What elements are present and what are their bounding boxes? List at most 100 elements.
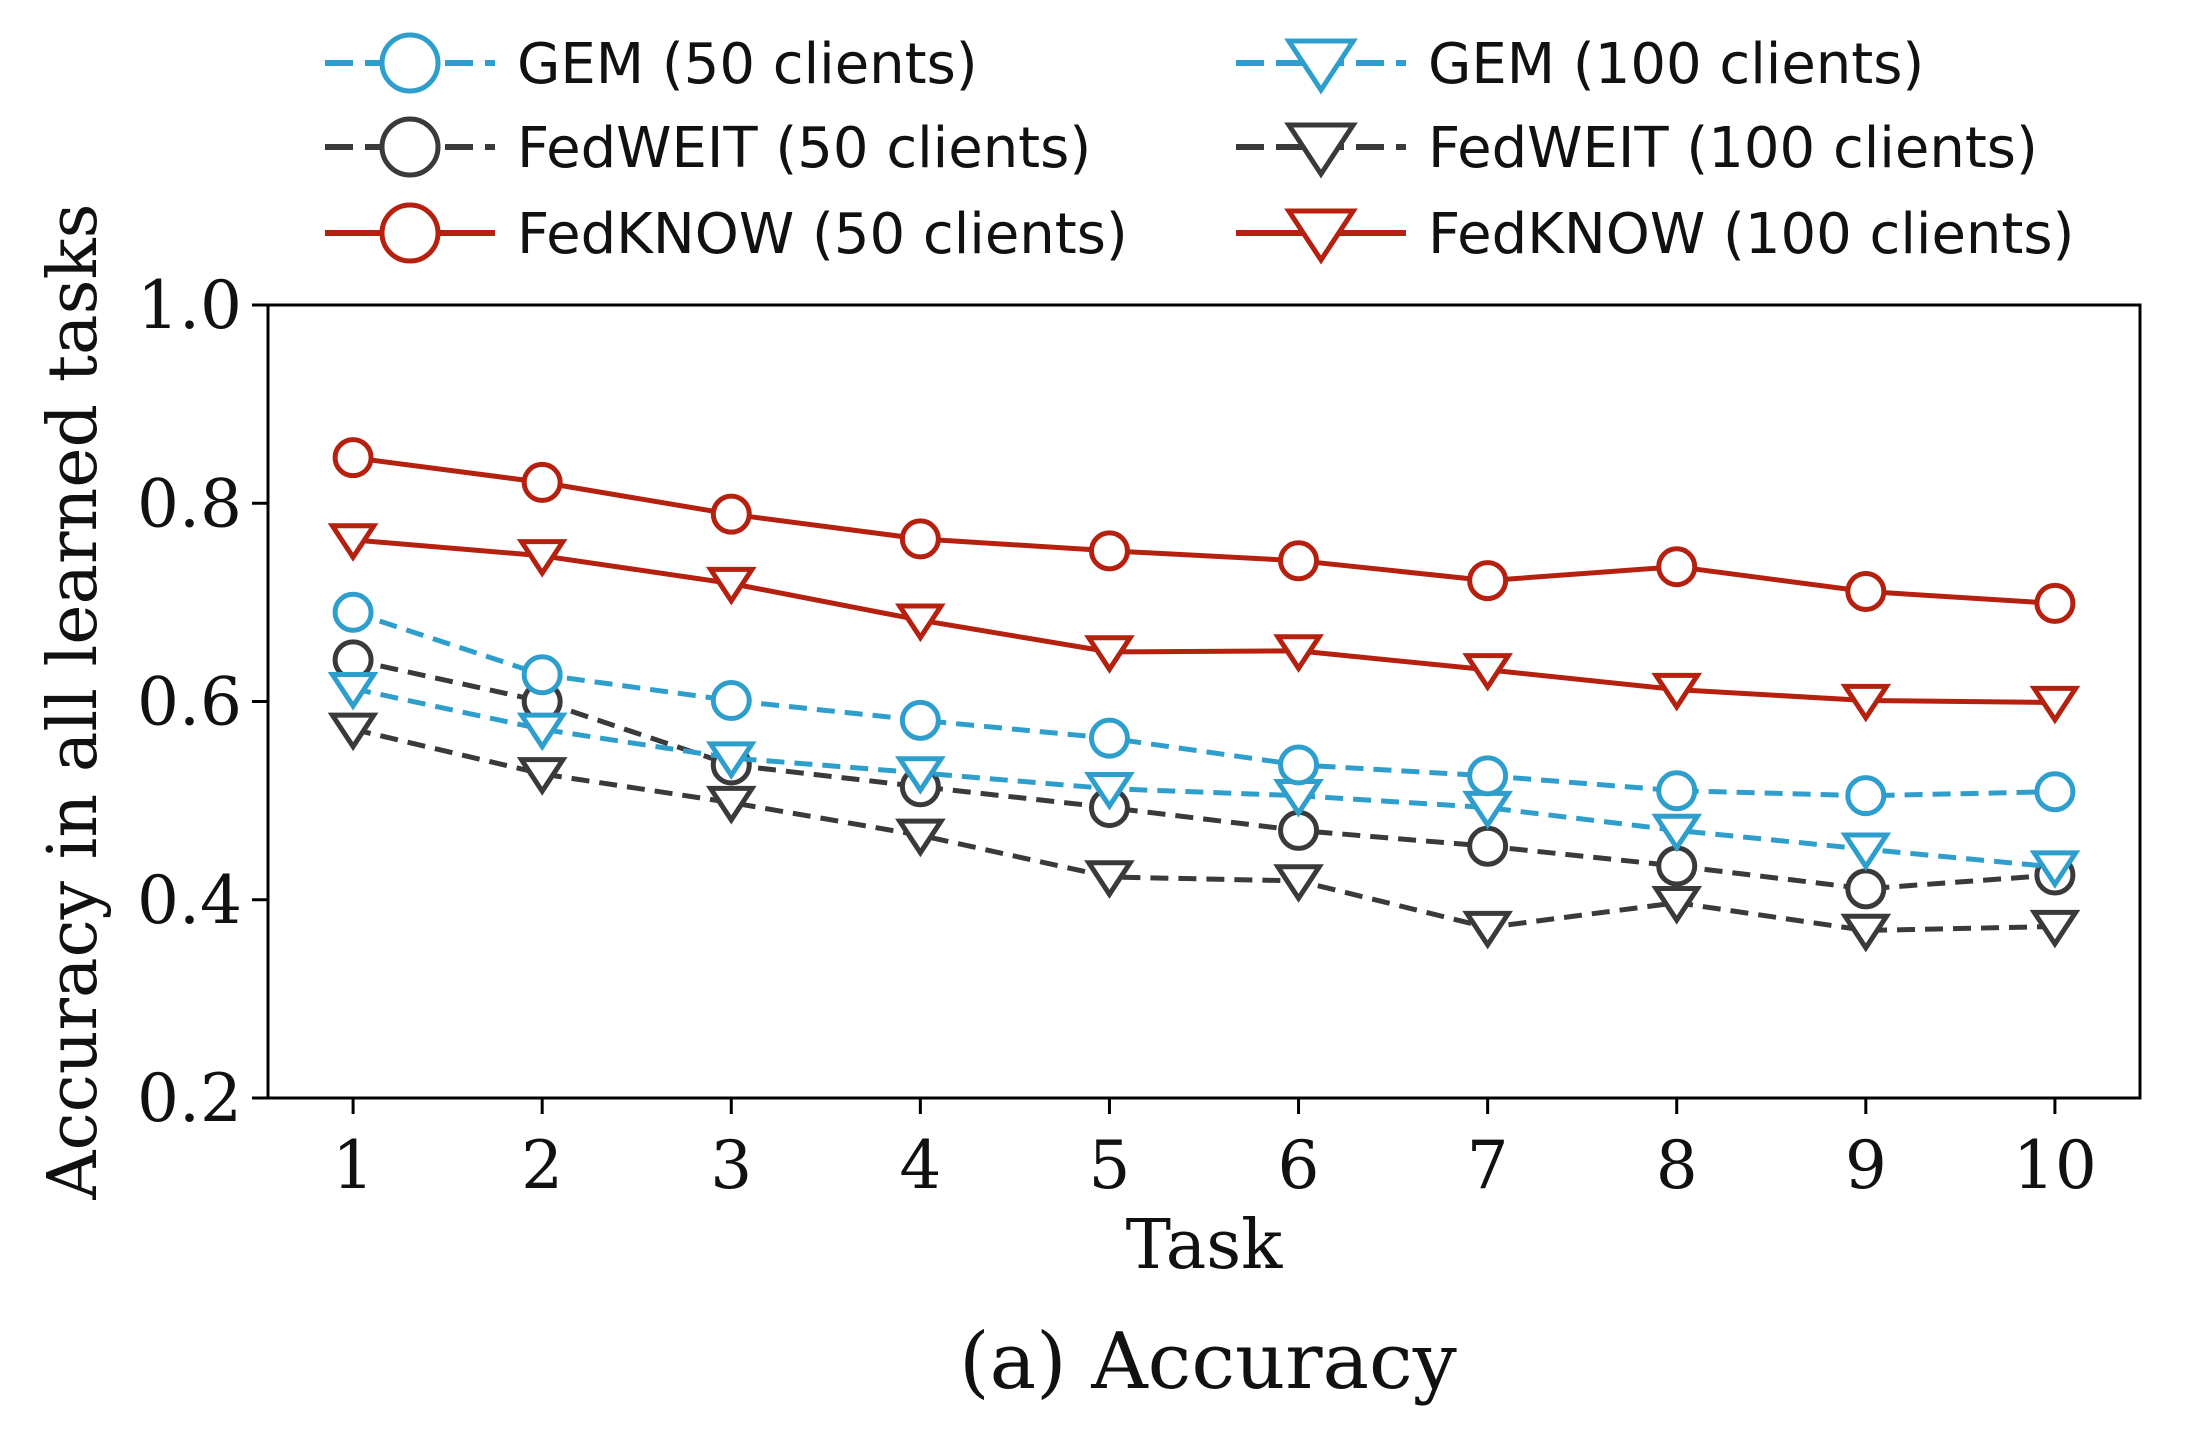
legend-entry: GEM (50 clients)	[325, 32, 978, 97]
series-layer	[327, 437, 2081, 953]
triangle-down-marker	[895, 756, 946, 795]
circle-marker	[1278, 809, 1320, 851]
series-5	[327, 523, 2081, 725]
circle-marker	[1656, 845, 1698, 887]
series-1	[327, 671, 2081, 889]
y-tick-label: 0.2	[137, 1060, 242, 1137]
legend-entry: GEM (100 clients)	[1236, 32, 1924, 97]
triangle-down-marker	[705, 566, 757, 606]
triangle-down-marker	[1084, 772, 1135, 811]
axis-ticks: 1 2 3 4 5 6 7 8 9 10 0.2 0.4 0.6 0.8 1.0	[137, 267, 2097, 1204]
series-line	[352, 657, 2056, 892]
triangle-down-marker	[1284, 38, 1358, 95]
triangle-down-marker	[1284, 122, 1358, 179]
circle-marker	[710, 680, 752, 722]
triangle-down-marker	[327, 523, 379, 562]
circle-marker	[1845, 868, 1887, 910]
circle-marker	[1088, 530, 1130, 572]
y-tick-label: 0.8	[137, 465, 242, 542]
circle-marker	[1467, 825, 1509, 867]
x-tick-label: 1	[332, 1127, 374, 1204]
circle-marker	[332, 591, 374, 633]
legend-label: GEM (100 clients)	[1428, 32, 1924, 97]
circle-marker	[1845, 775, 1887, 817]
triangle-down-marker	[1840, 832, 1892, 872]
triangle-down-marker	[1462, 910, 1513, 950]
circle-marker	[2034, 771, 2076, 813]
y-tick-label: 1.0	[137, 267, 242, 344]
circle-marker	[1656, 770, 1698, 812]
x-tick-label: 2	[521, 1127, 563, 1204]
circle-marker	[1467, 755, 1509, 797]
circle-marker	[899, 699, 941, 741]
circle-marker	[899, 518, 941, 560]
triangle-down-marker	[2029, 850, 2081, 889]
legend: GEM (50 clients) FedWEIT (50 clients) FedK…	[325, 32, 2074, 267]
series-line	[352, 455, 2056, 606]
series-line	[352, 609, 2055, 799]
triangle-down-marker	[1840, 683, 1892, 723]
circle-marker	[1467, 560, 1509, 602]
triangle-down-marker	[2029, 685, 2081, 725]
circle-marker	[521, 461, 563, 503]
x-tick-label: 10	[2013, 1127, 2097, 1204]
triangle-down-marker	[705, 785, 757, 825]
circle-marker	[521, 654, 563, 696]
triangle-down-marker	[1462, 653, 1513, 692]
series-4	[332, 437, 2076, 624]
triangle-down-marker	[327, 712, 379, 752]
x-tick-label: 8	[1656, 1127, 1698, 1204]
triangle-down-marker	[1273, 864, 1324, 903]
legend-label: FedKNOW (100 clients)	[1428, 202, 2074, 267]
circle-marker	[332, 437, 374, 479]
circle-marker	[2034, 582, 2076, 624]
series-line	[352, 726, 2055, 933]
x-tick-label: 7	[1467, 1127, 1509, 1204]
circle-marker	[1656, 546, 1698, 588]
triangle-down-marker	[1284, 208, 1358, 265]
x-tick-label: 4	[899, 1127, 941, 1204]
x-tick-label: 3	[710, 1127, 752, 1204]
figure-caption: (a) Accuracy	[959, 1317, 1457, 1407]
triangle-down-marker	[1084, 635, 1135, 674]
triangle-down-marker	[516, 712, 568, 752]
triangle-down-marker	[1084, 860, 1135, 899]
y-tick-label: 0.4	[137, 862, 242, 939]
legend-label: FedKNOW (50 clients)	[517, 202, 1128, 267]
series-line	[352, 686, 2056, 870]
circle-marker	[379, 32, 441, 94]
legend-entry: FedWEIT (50 clients)	[325, 116, 1091, 181]
triangle-down-marker	[705, 741, 757, 780]
triangle-down-marker	[1651, 886, 1703, 925]
triangle-down-marker	[327, 671, 379, 711]
series-3	[327, 712, 2081, 953]
legend-label: FedWEIT (100 clients)	[1428, 116, 2038, 181]
circle-marker	[710, 493, 752, 535]
triangle-down-marker	[2029, 909, 2081, 949]
circle-marker	[1845, 570, 1887, 612]
y-axis-label: Accuracy in all learned tasks	[34, 203, 113, 1200]
triangle-down-marker	[895, 603, 946, 643]
circle-marker	[1088, 717, 1130, 759]
x-tick-label: 5	[1088, 1127, 1130, 1204]
plot-area: 1 2 3 4 5 6 7 8 9 10 0.2 0.4 0.6 0.8 1.0	[137, 267, 2142, 1204]
legend-label: FedWEIT (50 clients)	[517, 116, 1091, 181]
series-0	[332, 591, 2076, 817]
triangle-down-marker	[1840, 913, 1892, 953]
triangle-down-marker	[1651, 813, 1703, 853]
triangle-down-marker	[1651, 672, 1703, 712]
x-tick-label: 6	[1278, 1127, 1320, 1204]
triangle-down-marker	[516, 757, 568, 796]
y-tick-label: 0.6	[137, 664, 242, 741]
circle-marker	[1278, 540, 1320, 582]
x-tick-label: 9	[1845, 1127, 1887, 1204]
legend-label: GEM (50 clients)	[517, 32, 978, 97]
circle-marker	[1278, 744, 1320, 786]
triangle-down-marker	[895, 818, 946, 858]
x-axis-label: Task	[1126, 1206, 1284, 1285]
series-line	[352, 537, 2055, 705]
legend-entry: FedWEIT (100 clients)	[1236, 116, 2038, 181]
legend-entry: FedKNOW (100 clients)	[1236, 202, 2074, 267]
legend-entry: FedKNOW (50 clients)	[325, 202, 1128, 267]
